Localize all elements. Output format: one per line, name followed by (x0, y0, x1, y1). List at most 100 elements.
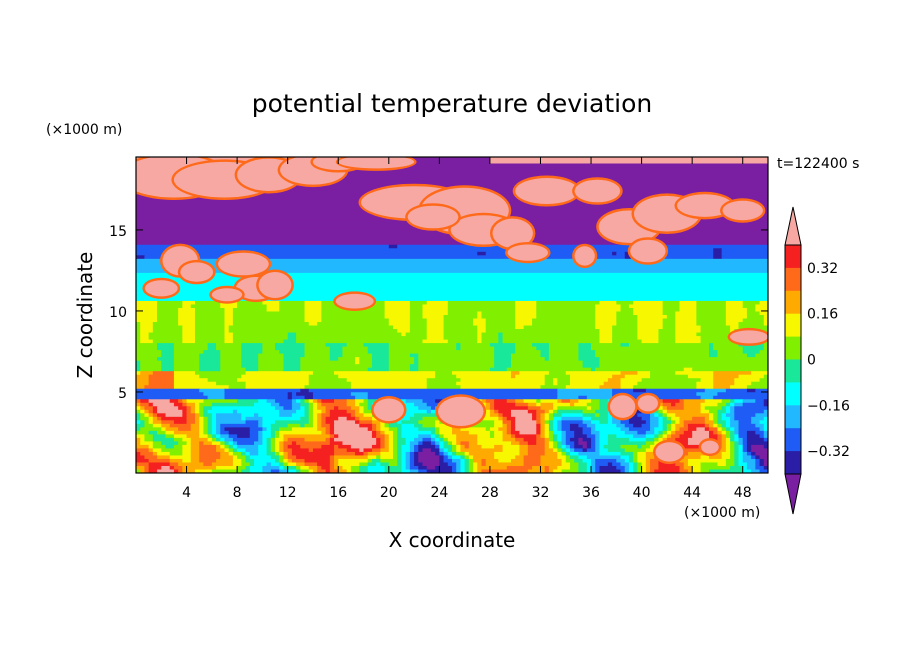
field-cell (317, 469, 327, 473)
field-cell (468, 458, 474, 464)
field-cell (430, 406, 436, 411)
field-cell (725, 437, 731, 442)
field-cell (742, 300, 761, 306)
field-cell (485, 322, 516, 327)
field-cell (207, 423, 213, 428)
field-cell (645, 441, 655, 446)
field-cell (296, 399, 301, 404)
field-cell (742, 465, 748, 471)
field-cell (713, 371, 752, 376)
field-cell (506, 423, 512, 428)
field-cell (452, 448, 457, 453)
field-cell (671, 434, 681, 439)
field-cell (329, 409, 348, 414)
field-cell (426, 318, 445, 323)
field-cell (569, 381, 605, 386)
field-cell (194, 332, 226, 337)
field-cell (376, 423, 381, 428)
field-cell (329, 413, 352, 418)
field-cell (136, 300, 158, 306)
field-cell (494, 350, 516, 355)
field-cell (527, 448, 546, 453)
field-cell (279, 441, 285, 446)
field-cell (275, 441, 280, 446)
field-cell (536, 311, 596, 316)
field-cell (308, 469, 314, 473)
field-cell (169, 423, 192, 428)
field-cell (418, 353, 495, 358)
field-cell (283, 462, 289, 467)
field-cell (725, 427, 731, 432)
field-cell (502, 416, 508, 421)
field-cell (725, 423, 731, 428)
field-cell (738, 455, 744, 460)
field-cell (515, 346, 537, 351)
field-cell (228, 441, 234, 446)
field-cell (393, 448, 398, 453)
field-cell (553, 469, 563, 473)
field-cell (523, 437, 537, 442)
field-cell (409, 469, 419, 473)
field-cell (536, 416, 542, 421)
field-cell (380, 430, 386, 435)
field-cell (435, 437, 440, 442)
field-cell (270, 441, 276, 446)
field-cell (536, 420, 542, 425)
x-tick-label: 4 (182, 485, 191, 501)
field-cell (186, 420, 196, 425)
field-cell (275, 420, 310, 425)
field-cell (173, 420, 188, 425)
field-cell (194, 413, 200, 418)
field-cell (725, 406, 731, 411)
field-cell (628, 462, 634, 467)
field-cell (136, 364, 141, 369)
field-cell (443, 441, 449, 446)
field-cell (709, 409, 719, 414)
field-cell (304, 311, 322, 316)
field-cell (384, 304, 411, 309)
field-cell (553, 434, 558, 439)
field-cell (363, 409, 373, 414)
field-cell (569, 448, 575, 453)
field-cell (578, 353, 596, 358)
field-cell (194, 315, 226, 320)
field-cell (182, 339, 196, 344)
field-cell (359, 402, 369, 407)
field-cell (388, 346, 457, 351)
field-cell (241, 346, 263, 351)
field-cell (270, 427, 280, 432)
field-cell (553, 437, 558, 442)
field-cell (136, 353, 162, 358)
field-cell (696, 385, 714, 390)
field-cell (759, 455, 768, 460)
field-cell (401, 444, 411, 450)
field-cell (704, 399, 723, 404)
field-cell (308, 416, 314, 421)
field-cell (586, 395, 613, 400)
field-cell (140, 469, 146, 473)
field-cell (742, 304, 756, 309)
field-cell (755, 455, 761, 460)
field-cell (746, 385, 768, 390)
field-cell (409, 416, 424, 421)
warm-blob (610, 395, 636, 418)
field-cell (578, 395, 588, 400)
field-cell (418, 448, 424, 453)
field-cell (165, 413, 183, 418)
field-cell (481, 458, 487, 464)
field-cell (675, 322, 697, 327)
field-cell (725, 444, 731, 450)
field-cell (725, 448, 731, 453)
field-cell (148, 444, 154, 450)
field-cell (152, 322, 179, 327)
field-cell (700, 406, 706, 411)
field-cell (439, 441, 445, 446)
field-cell (730, 329, 735, 334)
field-cell (262, 465, 280, 471)
field-cell (721, 413, 727, 418)
field-cell (342, 441, 377, 446)
warm-blob (335, 293, 374, 309)
field-cell (439, 458, 445, 464)
field-cell (599, 469, 622, 473)
field-cell (557, 406, 588, 411)
